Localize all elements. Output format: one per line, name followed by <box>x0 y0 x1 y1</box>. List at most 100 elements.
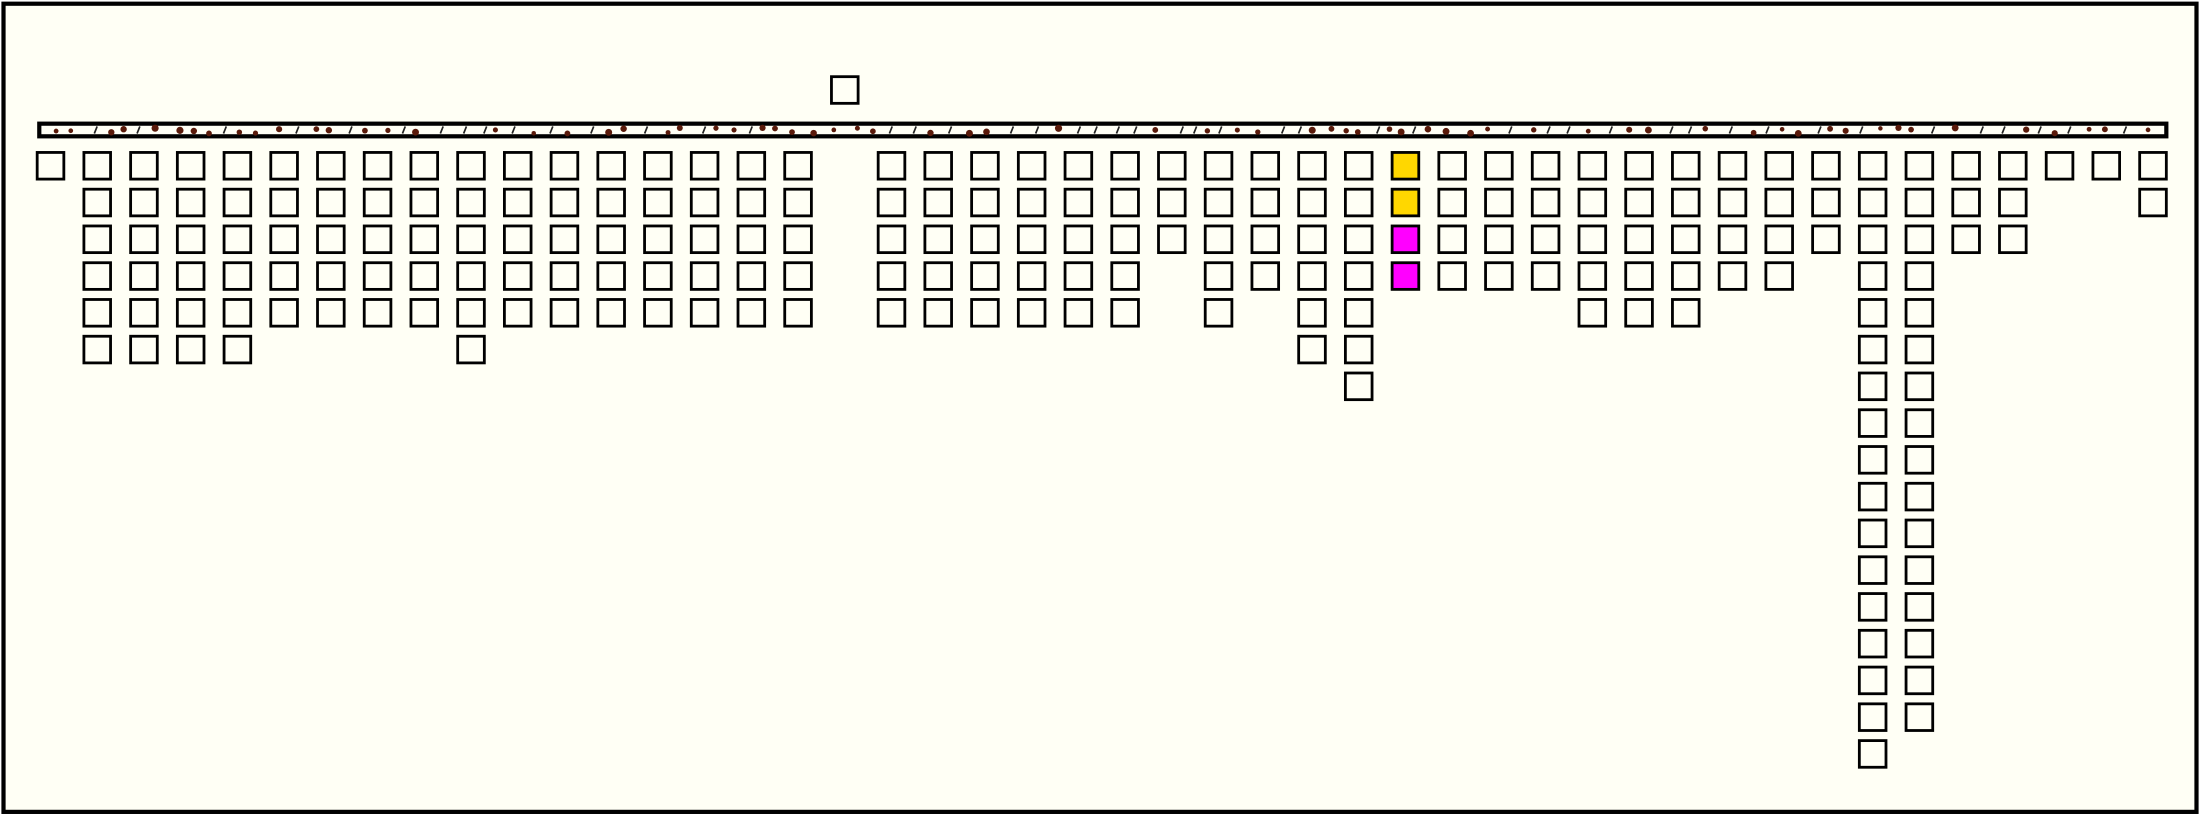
card-slot[interactable] <box>1624 298 1654 328</box>
card-slot[interactable] <box>1203 151 1234 181</box>
card-slot[interactable] <box>409 187 440 218</box>
card-slot[interactable] <box>409 224 440 255</box>
card-slot[interactable] <box>129 334 159 365</box>
card-slot[interactable] <box>1904 371 1935 402</box>
card-slot[interactable] <box>549 151 580 181</box>
card-slot[interactable] <box>1998 224 2028 255</box>
card-slot[interactable] <box>1904 224 1935 255</box>
card-slot[interactable] <box>409 151 440 181</box>
card-slot[interactable] <box>1577 261 1608 291</box>
card-slot[interactable] <box>736 261 767 291</box>
card-slot[interactable] <box>970 298 1000 328</box>
card-slot[interactable] <box>1157 224 1187 255</box>
card-slot[interactable] <box>689 298 720 328</box>
card-slot[interactable] <box>502 298 533 328</box>
card-slot[interactable] <box>1063 261 1094 291</box>
card-slot[interactable] <box>1577 298 1608 328</box>
card-slot[interactable] <box>222 334 253 365</box>
card-slot[interactable] <box>222 224 253 255</box>
card-slot[interactable] <box>129 261 159 291</box>
card-slot[interactable] <box>1951 151 1981 181</box>
card-slot[interactable] <box>1297 334 1327 365</box>
card-slot[interactable] <box>1577 151 1608 181</box>
card-slot[interactable] <box>316 261 346 291</box>
card-slot[interactable] <box>1016 224 1047 255</box>
card-slot[interactable] <box>1717 261 1748 291</box>
card-slot[interactable] <box>1904 298 1935 328</box>
card-slot[interactable] <box>1671 151 1701 181</box>
card-slot[interactable] <box>456 261 486 291</box>
card-slot[interactable] <box>1717 187 1748 218</box>
card-slot[interactable] <box>1904 665 1935 696</box>
card-slot[interactable] <box>596 298 626 328</box>
card-slot[interactable] <box>269 151 299 181</box>
card-slot[interactable] <box>1157 187 1187 218</box>
card-slot[interactable] <box>1390 187 1421 218</box>
card-slot[interactable] <box>1857 592 1888 622</box>
card-slot[interactable] <box>1904 261 1935 291</box>
card-slot[interactable] <box>1857 298 1888 328</box>
card-slot[interactable] <box>82 298 112 328</box>
card-slot[interactable] <box>82 224 112 255</box>
card-slot[interactable] <box>129 298 159 328</box>
card-slot[interactable] <box>1764 187 1794 218</box>
card-slot[interactable] <box>1857 518 1888 549</box>
card-slot[interactable] <box>1764 151 1794 181</box>
card-slot[interactable] <box>1764 224 1794 255</box>
card-slot[interactable] <box>1343 261 1374 291</box>
card-slot[interactable] <box>970 261 1000 291</box>
card-slot[interactable] <box>1063 151 1094 181</box>
card-slot[interactable] <box>362 224 393 255</box>
card-slot[interactable] <box>1016 151 1047 181</box>
card-slot[interactable] <box>1857 555 1888 585</box>
card-slot[interactable] <box>876 187 907 218</box>
card-slot[interactable] <box>1297 298 1327 328</box>
card-slot[interactable] <box>596 224 626 255</box>
card-slot[interactable] <box>316 187 346 218</box>
card-slot[interactable] <box>1343 334 1374 365</box>
card-slot[interactable] <box>1998 151 2028 181</box>
card-slot[interactable] <box>1951 224 1981 255</box>
card-slot[interactable] <box>1857 628 1888 659</box>
card-slot[interactable] <box>596 261 626 291</box>
card-slot[interactable] <box>783 224 813 255</box>
card-slot[interactable] <box>1857 408 1888 438</box>
card-slot[interactable] <box>783 151 813 181</box>
card-slot[interactable] <box>1857 739 1888 769</box>
card-slot[interactable] <box>175 187 206 218</box>
card-slot[interactable] <box>1437 151 1467 181</box>
card-slot[interactable] <box>1904 187 1935 218</box>
card-slot[interactable] <box>175 298 206 328</box>
card-slot[interactable] <box>970 187 1000 218</box>
card-slot[interactable] <box>1857 187 1888 218</box>
card-slot[interactable] <box>1857 702 1888 732</box>
card-slot[interactable] <box>1671 298 1701 328</box>
card-slot[interactable] <box>970 224 1000 255</box>
card-slot[interactable] <box>502 224 533 255</box>
card-slot[interactable] <box>1250 224 1281 255</box>
card-slot[interactable] <box>1110 298 1140 328</box>
card-slot[interactable] <box>175 334 206 365</box>
card-slot[interactable] <box>1951 187 1981 218</box>
card-slot[interactable] <box>1203 187 1234 218</box>
card-slot[interactable] <box>1811 224 1841 255</box>
card-slot[interactable] <box>596 151 626 181</box>
card-slot[interactable] <box>549 187 580 218</box>
card-slot[interactable] <box>316 224 346 255</box>
card-slot[interactable] <box>1110 151 1140 181</box>
card-slot[interactable] <box>1110 261 1140 291</box>
card-slot[interactable] <box>502 187 533 218</box>
card-slot[interactable] <box>1484 187 1514 218</box>
card-slot[interactable] <box>1530 187 1561 218</box>
card-slot[interactable] <box>643 187 673 218</box>
card-slot[interactable] <box>923 224 953 255</box>
card-slot[interactable] <box>269 261 299 291</box>
card-slot[interactable] <box>689 187 720 218</box>
card-slot[interactable] <box>129 187 159 218</box>
card-slot[interactable] <box>175 151 206 181</box>
card-slot[interactable] <box>129 151 159 181</box>
card-slot[interactable] <box>1390 151 1421 181</box>
card-slot[interactable] <box>923 261 953 291</box>
card-slot[interactable] <box>1857 665 1888 696</box>
card-slot[interactable] <box>1343 224 1374 255</box>
